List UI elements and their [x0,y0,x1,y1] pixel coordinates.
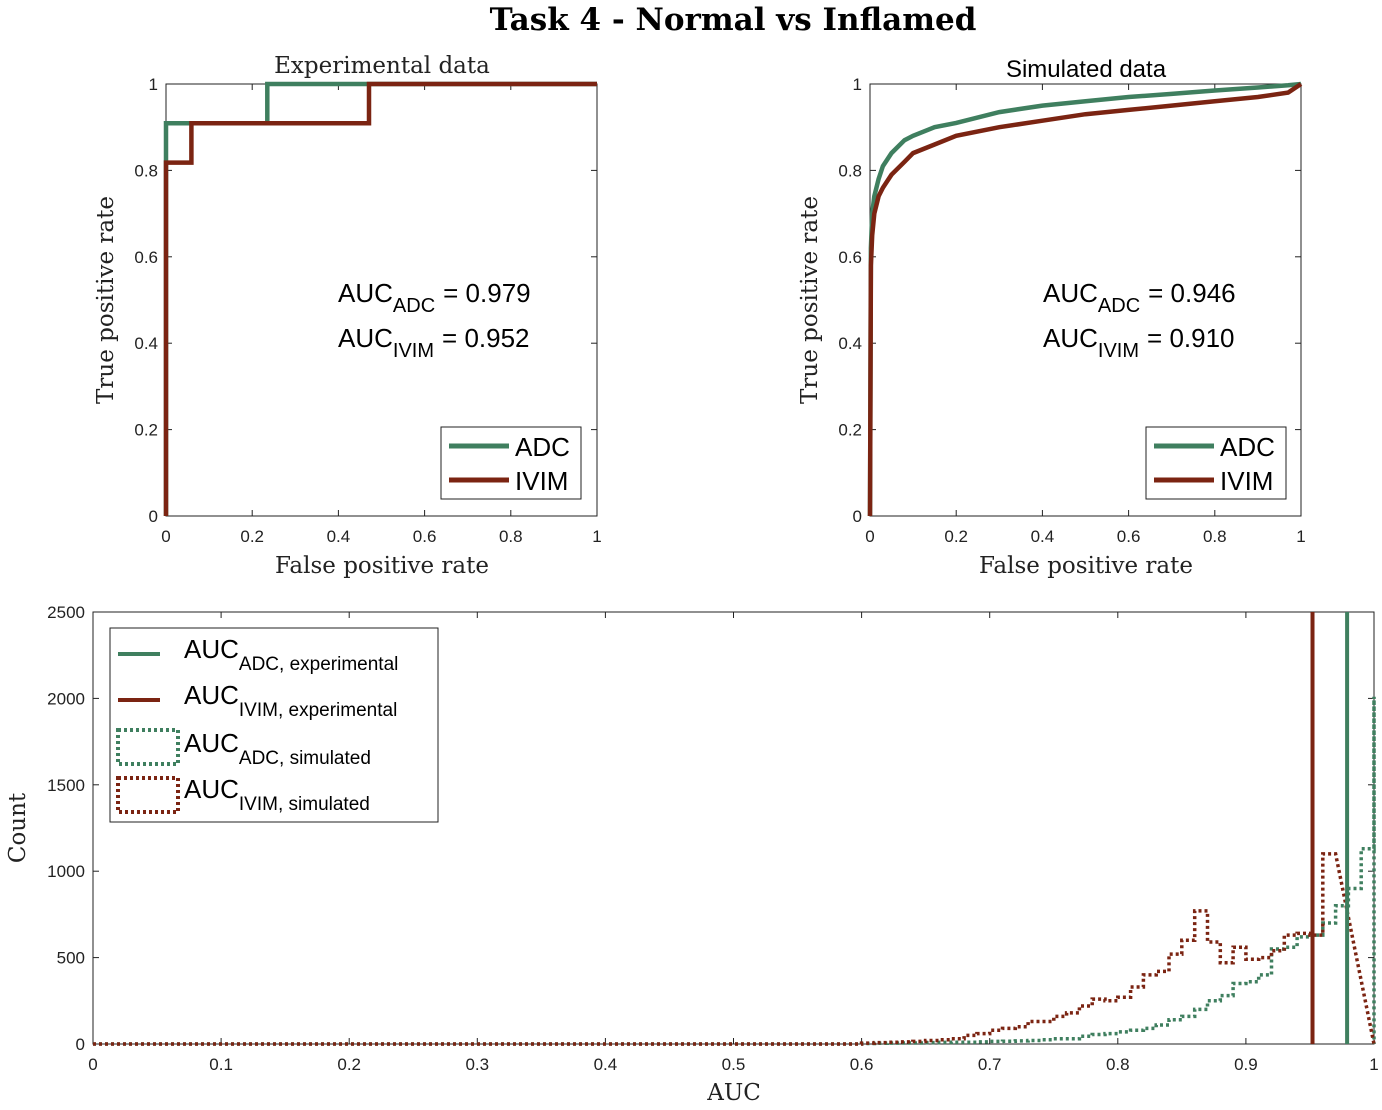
simulated-roc-legend: ADC IVIM [1145,426,1287,500]
legend-adc-label: ADC [1220,432,1275,462]
experimental-xtick-label: 0.6 [413,527,437,546]
histogram-xtick-label: 0.9 [1234,1055,1258,1074]
experimental-ytick-label: 0.8 [134,161,158,180]
experimental-ytick-label: 0 [149,507,158,526]
experimental-roc-panel: Experimental data 0 0.2 0.4 0.6 0.8 1 0 0.2 0.4 0… [93,53,602,579]
experimental-ytick-label: 1 [149,75,158,94]
legend-adc-simulated-swatch [116,728,180,766]
simulated-ytick-label: 1 [853,75,862,94]
histogram-xtick-label: 0.8 [1106,1055,1130,1074]
legend-adc-label: ADC [515,432,570,462]
histogram-xlabel: AUC [706,1080,761,1106]
simulated-roc-xlabel: False positive rate [979,553,1193,579]
histogram-ylabel: Count [5,792,31,863]
histogram-ytick-label: 2500 [47,603,85,622]
simulated-xtick-label: 0 [865,527,874,546]
histogram-ytick-label: 1000 [47,862,85,881]
simulated-roc-title: Simulated data [1006,56,1167,83]
simulated-xtick-label: 1 [1296,527,1305,546]
figure-title: Task 4 - Normal vs Inflamed [490,2,977,38]
simulated-roc-line-adc [867,81,1302,517]
simulated-roc-ylabel: True positive rate [797,196,823,404]
experimental-ytick-label: 0.4 [134,334,158,353]
histogram-xtick-label: 0.5 [722,1055,746,1074]
experimental-roc-line-ivim [163,81,597,516]
experimental-xtick-label: 0.8 [499,527,523,546]
histogram-xtick-label: 0.7 [978,1055,1002,1074]
simulated-xtick-label: 0.6 [1117,527,1141,546]
histogram-xtick-label: 0.2 [337,1055,361,1074]
simulated-ytick-label: 0.2 [838,421,862,440]
simulated-auc-adc-annotation: AUCADC = 0.946 [1043,278,1236,317]
histogram-xtick-label: 0.6 [850,1055,874,1074]
legend-ivim-label: IVIM [1220,466,1273,496]
histogram-simulated-adc [93,696,1376,1046]
experimental-ytick-label: 0.2 [134,421,158,440]
experimental-xtick-label: 0.4 [327,527,351,546]
legend-ivim-simulated-swatch [116,776,180,814]
simulated-xtick-label: 0.4 [1031,527,1055,546]
histogram-xtick-label: 0.4 [594,1055,618,1074]
histogram-xtick-label: 0.1 [209,1055,233,1074]
simulated-ytick-label: 0.8 [838,161,862,180]
histogram-legend: AUCADC, experimental AUCIVIM, experiment… [109,627,439,823]
auc-histogram-panel: 0 0.1 0.2 0.3 0.4 0.5 0.6 0.7 0.8 0.9 1 0 500 1000 150… [5,603,1379,1106]
simulated-ytick-label: 0.6 [838,248,862,267]
histogram-xtick-label: 1 [1369,1055,1378,1074]
histogram-ytick-label: 0 [76,1035,85,1054]
simulated-ytick-label: 0.4 [838,334,862,353]
simulated-roc-panel: Simulated data 0 0.2 0.4 0.6 0.8 1 0 0.2 0.4 0.6 0… [797,56,1306,579]
simulated-xtick-label: 0.2 [944,527,968,546]
experimental-roc-ylabel: True positive rate [93,196,119,404]
experimental-xtick-label: 0 [161,527,170,546]
histogram-xtick-label: 0.3 [465,1055,489,1074]
simulated-xtick-label: 0.8 [1203,527,1227,546]
simulated-auc-ivim-annotation: AUCIVIM = 0.910 [1043,323,1235,362]
experimental-roc-title: Experimental data [274,53,490,79]
legend-adc-simulated-label: AUCADC, simulated [184,728,371,769]
experimental-auc-ivim-annotation: AUCIVIM = 0.952 [338,323,530,362]
histogram-simulated-ivim [93,852,1376,1046]
histogram-ytick-label: 500 [57,949,85,968]
simulated-ytick-label: 0 [853,507,862,526]
histogram-ytick-label: 1500 [47,776,85,795]
histogram-xtick-label: 0 [88,1055,97,1074]
legend-ivim-experimental-label: AUCIVIM, experimental [184,680,397,721]
experimental-auc-adc-annotation: AUCADC = 0.979 [338,278,531,317]
simulated-roc-line-ivim [867,82,1303,517]
experimental-roc-xlabel: False positive rate [275,553,489,579]
experimental-ytick-label: 0.6 [134,248,158,267]
legend-ivim-label: IVIM [515,466,568,496]
experimental-xtick-label: 1 [592,527,601,546]
legend-adc-experimental-label: AUCADC, experimental [184,634,398,675]
histogram-ytick-label: 2000 [47,689,85,708]
experimental-roc-legend: ADC IVIM [440,426,582,500]
experimental-xtick-label: 0.2 [240,527,264,546]
legend-ivim-simulated-label: AUCIVIM, simulated [184,774,370,815]
